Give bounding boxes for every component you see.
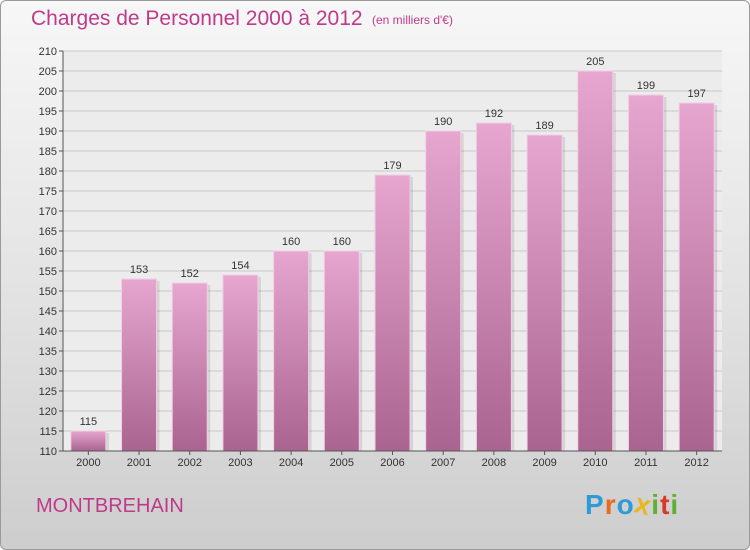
bar-2007	[425, 130, 462, 452]
bar-2010	[577, 70, 614, 452]
y-tick-label: 175	[39, 186, 57, 198]
bar-2000	[70, 430, 107, 452]
y-tick-label: 120	[39, 406, 57, 418]
y-tick-label: 150	[39, 286, 57, 298]
x-tick-label-2010: 2010	[583, 457, 607, 469]
x-tick-label-2009: 2009	[532, 457, 556, 469]
y-tick-label: 160	[39, 246, 57, 258]
logo-letter: i	[651, 489, 661, 520]
chart-title: Charges de Personnel 2000 à 2012	[31, 7, 363, 30]
value-label-2006: 179	[383, 160, 401, 172]
x-tick-label-2004: 2004	[279, 457, 303, 469]
y-tick-label: 125	[39, 386, 57, 398]
value-label-2007: 190	[434, 116, 452, 128]
x-tick-label-2003: 2003	[228, 457, 252, 469]
bar-2012	[678, 102, 715, 452]
bar-2009	[526, 134, 563, 452]
value-label-2001: 153	[130, 264, 148, 276]
value-label-2009: 189	[535, 120, 553, 132]
bar-2005	[323, 250, 360, 452]
bar-2001	[121, 278, 158, 452]
proxiti-logo: Proxiti	[585, 487, 680, 521]
y-tick-label: 135	[39, 346, 57, 358]
value-label-2000: 115	[80, 416, 98, 428]
bar-2003	[222, 274, 259, 452]
y-tick-label: 170	[39, 206, 57, 218]
y-tick-label: 115	[39, 426, 57, 438]
logo-letter: i	[670, 489, 680, 520]
y-tick-label: 185	[39, 146, 57, 158]
value-label-2008: 192	[485, 108, 503, 120]
bar-2008	[475, 122, 512, 452]
x-tick-label-2008: 2008	[482, 457, 506, 469]
value-label-2003: 154	[231, 260, 249, 272]
value-label-2012: 197	[687, 88, 705, 100]
chart-subtitle: (en milliers d'€)	[372, 13, 453, 27]
y-tick-label: 210	[39, 46, 57, 58]
value-label-2002: 152	[181, 268, 199, 280]
x-tick-label-2001: 2001	[127, 457, 151, 469]
y-tick-label: 165	[39, 226, 57, 238]
y-tick-label: 140	[39, 326, 57, 338]
x-tick-label-2000: 2000	[76, 457, 100, 469]
value-label-2004: 160	[282, 236, 300, 248]
y-tick-label: 205	[39, 66, 57, 78]
x-tick-label-2002: 2002	[177, 457, 201, 469]
y-tick-label: 145	[39, 306, 57, 318]
y-axis: 110 115 120 125 130 135 140 145 150 155 160 165 170 1…	[39, 46, 64, 458]
bars: 115 153 152 154 160 160 179 190 192 189 205 199 197	[70, 56, 718, 452]
value-label-2010: 205	[586, 56, 604, 68]
value-label-2005: 160	[333, 236, 351, 248]
value-label-2011: 199	[637, 80, 655, 92]
y-tick-label: 195	[39, 106, 57, 118]
logo-letter: o	[616, 489, 635, 520]
logo-letter: t	[660, 489, 671, 520]
bar-2004	[273, 250, 310, 452]
x-tick-label-2006: 2006	[380, 457, 404, 469]
y-tick-label: 130	[39, 366, 57, 378]
logo-letter: r	[604, 489, 617, 520]
bar-2011	[627, 94, 664, 452]
y-tick-label: 110	[39, 446, 57, 458]
x-tick-label-2007: 2007	[431, 457, 455, 469]
x-tick-label-2011: 2011	[634, 457, 658, 469]
x-tick-label-2005: 2005	[330, 457, 354, 469]
bar-2002	[171, 282, 208, 452]
x-axis: 2000 2001 2002 2003 2004 2005 2006 2007 2008 2009…	[63, 450, 722, 469]
y-tick-label: 190	[39, 126, 57, 138]
y-tick-label: 180	[39, 166, 57, 178]
y-tick-label: 200	[39, 86, 57, 98]
x-tick-label-2012: 2012	[684, 457, 708, 469]
commune-name: MONTBREHAIN	[36, 495, 184, 517]
bar-2006	[374, 174, 411, 452]
logo-letter: P	[585, 489, 605, 520]
y-tick-label: 155	[39, 266, 57, 278]
